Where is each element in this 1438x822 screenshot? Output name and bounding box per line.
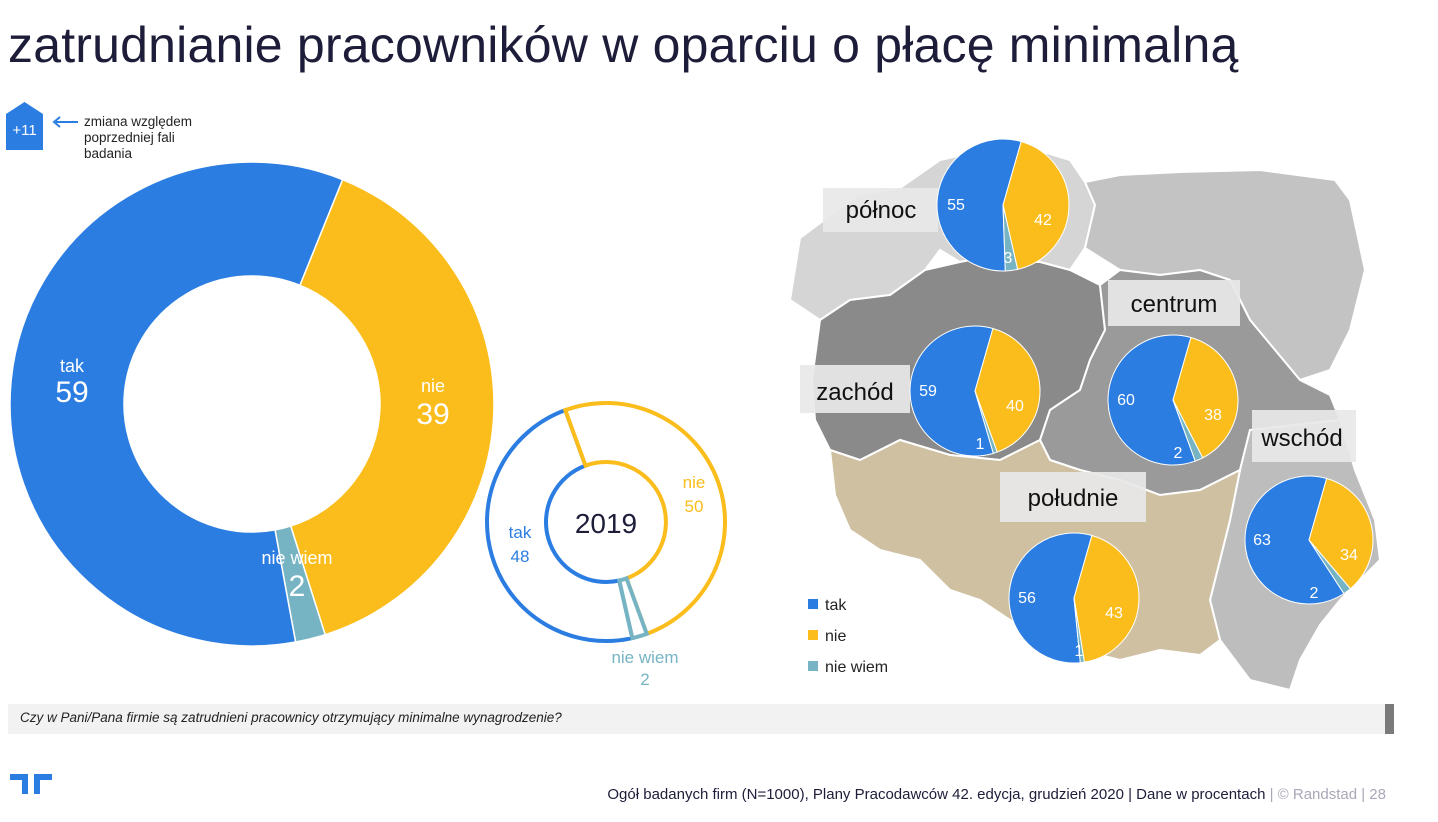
pie-centrum-slice-tak	[1107, 334, 1196, 466]
pie-value-label: 59	[919, 383, 937, 400]
legend-swatch	[808, 661, 818, 671]
pie-południe-slice-nie-wiem	[1073, 597, 1085, 664]
survey-question-text: Czy w Pani/Pana firmie są zatrudnieni pr…	[20, 710, 562, 725]
legend-label: nie wiem	[825, 659, 888, 676]
donut-2019-slice-nie-wiem	[616, 575, 650, 641]
pie-value-label: 1	[976, 436, 985, 453]
donut-2019-center-label: 2019	[575, 508, 637, 539]
pie-value-label: 56	[1018, 590, 1036, 607]
pie-północ-slice-tak	[936, 138, 1022, 272]
pie-value-label: 60	[1117, 392, 1135, 409]
legend-swatch	[808, 599, 818, 609]
pie-południe-slice-nie	[1073, 534, 1140, 663]
donut-2020-cat-label: tak	[60, 356, 85, 376]
donut-2020-slice-nie	[289, 178, 495, 636]
pie-północ-slice-nie	[1002, 140, 1070, 270]
map-region-label: wschód	[1260, 425, 1342, 452]
pie-centrum-slice-nie	[1172, 336, 1239, 459]
randstad-logo-icon	[10, 774, 52, 794]
arrow-left-icon	[52, 116, 78, 128]
survey-question: Czy w Pani/Pana firmie są zatrudnieni pr…	[8, 704, 1394, 734]
pie-centrum-slice-nie-wiem	[1172, 399, 1204, 462]
map-region-label: centrum	[1131, 291, 1218, 318]
pie-value-label: 43	[1105, 605, 1123, 622]
donut-2020-cat-label: nie wiem	[261, 548, 332, 568]
map-region-label: zachód	[816, 379, 893, 406]
donut-2019-value-label: 2	[640, 670, 649, 689]
footer: Ogół badanych firm (N=1000), Plany Praco…	[607, 786, 1386, 803]
donut-2019-slice-tak	[485, 407, 635, 643]
donut-2020-value-label: 39	[416, 398, 449, 431]
donut-2019-value-label: 48	[511, 547, 530, 566]
donut-2019-cat-label: nie	[683, 473, 706, 492]
map-region-label: północ	[846, 197, 917, 224]
pie-wschód-slice-nie-wiem	[1308, 539, 1352, 595]
footer-brand: | © Randstad | 28	[1265, 786, 1386, 803]
footer-source: Ogół badanych firm (N=1000), Plany Praco…	[607, 786, 1266, 803]
pie-zachód-slice-nie-wiem	[974, 390, 998, 454]
page-title: zatrudnianie pracowników w oparciu o pła…	[8, 17, 1239, 73]
pie-value-label: 1	[1075, 643, 1084, 660]
donut-2020-value-label: 2	[289, 570, 306, 603]
donut-2020-slice-nie-wiem	[274, 525, 327, 643]
pie-value-label: 38	[1204, 407, 1222, 424]
legend-label: tak	[825, 597, 847, 614]
badge-value: +11	[12, 122, 36, 139]
pie-północ-slice-nie-wiem	[1002, 204, 1019, 272]
question-accent-bar	[1385, 704, 1394, 734]
donut-2020-cat-label: nie	[421, 376, 445, 396]
badge-note: zmiana względem poprzedniej fali badania	[84, 114, 193, 161]
donut-2020-slice-tak	[9, 161, 344, 647]
donut-2020-value-label: 59	[55, 376, 88, 409]
pie-value-label: 3	[1004, 250, 1013, 267]
donut-2019-cat-label: tak	[509, 523, 532, 542]
pie-wschód-slice-nie	[1308, 477, 1374, 590]
legend-swatch	[808, 630, 818, 640]
pie-południe-slice-tak	[1008, 532, 1093, 664]
pie-zachód-slice-tak	[909, 325, 994, 457]
pie-value-label: 42	[1034, 212, 1052, 229]
pie-value-label: 34	[1340, 547, 1358, 564]
donut-2019-value-label: 50	[685, 497, 704, 516]
change-badge-icon: +11	[6, 102, 43, 150]
pie-value-label: 55	[947, 197, 965, 214]
pie-value-label: 40	[1006, 398, 1024, 415]
legend-label: nie	[825, 628, 846, 645]
map-region-label: południe	[1028, 485, 1119, 512]
pie-value-label: 2	[1310, 585, 1319, 602]
donut-2019-cat-label: nie wiem	[611, 648, 678, 667]
donut-2019-slice-nie	[562, 401, 727, 637]
pie-value-label: 2	[1174, 445, 1183, 462]
pie-zachód-slice-nie	[974, 327, 1041, 453]
pie-value-label: 63	[1253, 532, 1271, 549]
pie-wschód-slice-tak	[1244, 475, 1345, 605]
